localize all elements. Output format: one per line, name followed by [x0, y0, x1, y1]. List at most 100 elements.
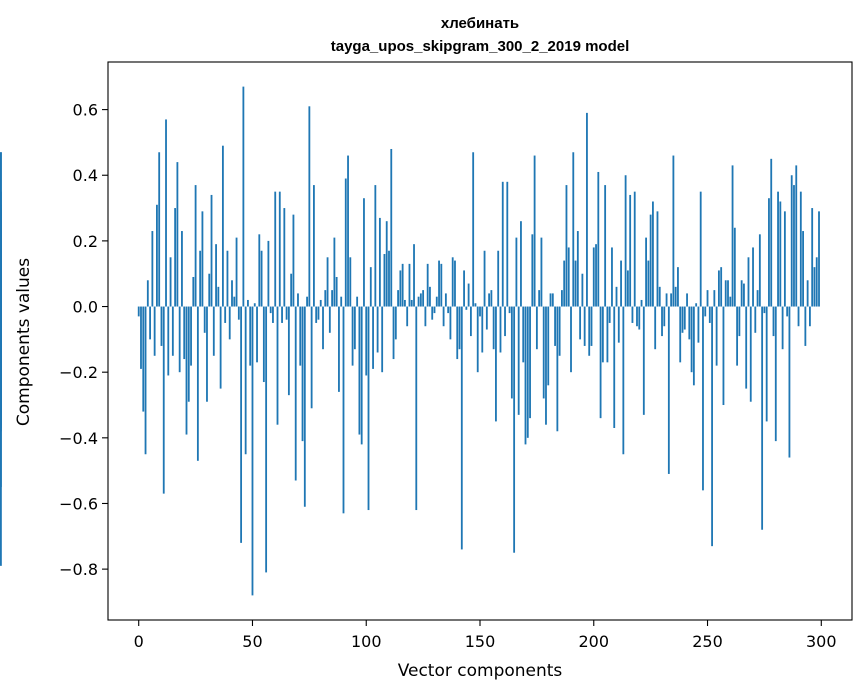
- y-tick-label: −0.2: [59, 363, 98, 382]
- bar: [169, 257, 172, 307]
- bar: [196, 306, 199, 461]
- bar: [663, 306, 666, 327]
- bar: [777, 191, 779, 307]
- bar: [513, 306, 516, 553]
- bar: [219, 306, 222, 389]
- bars-group: [0, 86, 820, 596]
- bar: [0, 152, 2, 307]
- bar: [274, 191, 277, 307]
- bar: [413, 244, 415, 307]
- bar: [137, 306, 140, 317]
- bar: [376, 306, 379, 353]
- bar: [326, 257, 329, 307]
- bar: [171, 306, 174, 356]
- bar: [203, 306, 206, 333]
- bar: [654, 306, 657, 350]
- plot-frame: [107, 61, 853, 621]
- bar: [417, 296, 420, 307]
- bar: [620, 260, 622, 307]
- bar: [588, 306, 591, 356]
- bar: [140, 306, 142, 369]
- bar: [235, 237, 238, 307]
- bar: [799, 191, 802, 307]
- bar: [365, 306, 368, 376]
- bar: [383, 254, 386, 307]
- bar: [378, 217, 381, 307]
- bar: [645, 237, 647, 307]
- bar: [224, 306, 227, 323]
- bar: [772, 306, 775, 337]
- bar: [704, 306, 707, 317]
- y-tick-label: −0.8: [59, 560, 98, 579]
- bar: [262, 306, 265, 383]
- bar: [454, 260, 456, 307]
- bar: [469, 306, 472, 337]
- bar: [479, 306, 481, 317]
- bar: [545, 306, 547, 425]
- bar: [781, 306, 784, 350]
- bar: [617, 306, 620, 343]
- bar: [319, 299, 322, 307]
- bar: [156, 204, 158, 307]
- bar: [743, 283, 745, 307]
- bar: [813, 267, 816, 307]
- bar: [672, 155, 675, 307]
- bar: [315, 306, 318, 323]
- bar: [142, 306, 145, 412]
- bar: [722, 306, 725, 406]
- bar: [724, 280, 727, 307]
- bar: [720, 267, 723, 307]
- bar: [208, 273, 211, 307]
- bar: [201, 211, 204, 307]
- bar: [385, 221, 388, 307]
- bar: [0, 306, 2, 566]
- bar: [338, 306, 340, 392]
- bar: [256, 306, 258, 363]
- x-tick-label: 200: [578, 632, 609, 651]
- bar: [328, 306, 331, 333]
- bar: [199, 250, 202, 307]
- bar: [476, 306, 479, 373]
- bar: [601, 306, 604, 363]
- bar: [153, 306, 156, 356]
- bar: [765, 306, 768, 422]
- bar: [435, 296, 438, 307]
- bar: [404, 299, 406, 307]
- bar: [265, 306, 268, 573]
- bar: [285, 306, 288, 320]
- bar: [658, 286, 661, 307]
- bar: [158, 152, 161, 307]
- bar: [510, 306, 513, 399]
- bar: [167, 306, 170, 376]
- bar: [613, 306, 616, 428]
- bar: [499, 306, 502, 353]
- bar: [495, 306, 497, 422]
- bar: [283, 208, 286, 307]
- bar: [299, 306, 302, 366]
- bar: [251, 306, 254, 596]
- bar: [624, 175, 627, 307]
- chart-title: хлебинать: [441, 15, 519, 32]
- bar: [190, 306, 192, 366]
- bar: [576, 231, 579, 307]
- bar: [563, 260, 566, 307]
- bar: [297, 293, 299, 307]
- bar: [481, 306, 484, 353]
- y-tick-label: −0.4: [59, 429, 98, 448]
- bar: [317, 306, 320, 320]
- bar: [276, 306, 279, 425]
- bar: [540, 237, 543, 307]
- bar: [656, 211, 659, 307]
- y-tick-label: 0.2: [73, 232, 98, 251]
- bar: [708, 306, 711, 323]
- bar: [237, 306, 240, 320]
- bar: [783, 211, 786, 307]
- bar: [433, 306, 436, 314]
- bar: [674, 286, 677, 307]
- x-axis-label: Vector components: [398, 661, 563, 681]
- bar: [485, 306, 488, 330]
- bar: [802, 231, 804, 307]
- bar: [501, 181, 504, 307]
- bar: [176, 162, 179, 307]
